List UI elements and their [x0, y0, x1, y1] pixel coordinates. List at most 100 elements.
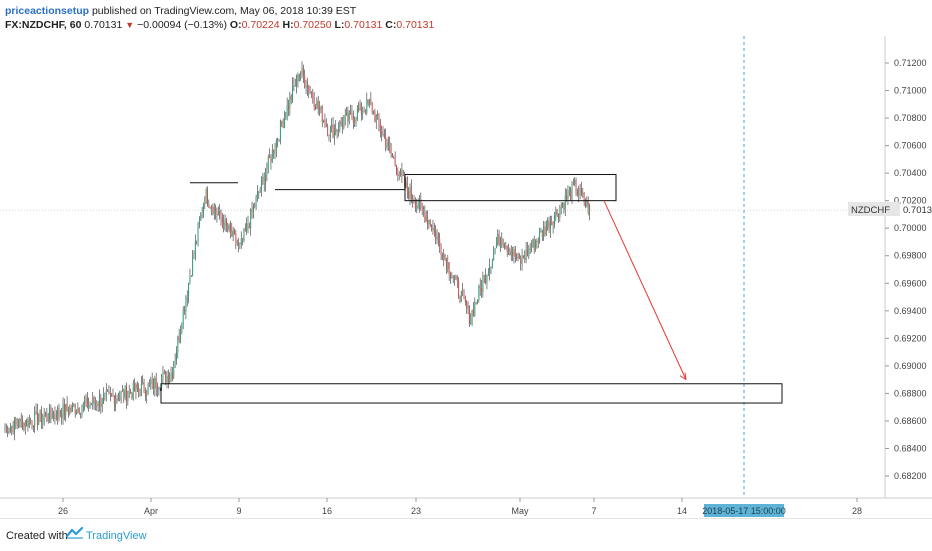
candle-body: [455, 276, 457, 278]
candle-body: [107, 391, 109, 393]
candle-body: [436, 236, 438, 240]
price-tick-label: 0.69800: [894, 251, 927, 261]
candle-body: [458, 280, 460, 296]
candle-body: [409, 187, 411, 199]
candle-body: [4, 427, 6, 429]
candle-body: [494, 248, 496, 253]
tradingview-logo-icon[interactable]: [66, 526, 84, 540]
candle-body: [479, 285, 481, 289]
candle-body: [200, 214, 202, 221]
candle-body: [367, 99, 369, 104]
candle-body: [231, 230, 233, 237]
candle-body: [8, 430, 10, 434]
candle-body: [510, 252, 512, 256]
candle-body: [531, 247, 532, 250]
candle-body: [36, 411, 38, 425]
candle-body: [26, 418, 28, 427]
candle-body: [468, 306, 470, 325]
time-tick-label: 26: [58, 506, 68, 516]
candle-body: [76, 411, 78, 414]
candle-body: [301, 67, 303, 73]
candle-body: [332, 124, 334, 138]
candle-body: [197, 224, 199, 242]
last-price-tag-symbol: NZDCHF: [851, 205, 890, 216]
candle-body: [391, 153, 393, 157]
candle-body: [393, 156, 395, 159]
candle-body: [143, 382, 145, 393]
candle-body: [269, 156, 271, 158]
candle-body: [13, 418, 15, 433]
candle-body: [124, 386, 126, 398]
candle-body: [513, 249, 515, 256]
candle-body: [23, 422, 25, 430]
candle-body: [351, 112, 353, 119]
candle-body: [194, 242, 196, 255]
candle-body: [556, 209, 558, 215]
candle-body: [416, 205, 418, 209]
candle-body: [32, 425, 34, 428]
candle-body: [78, 407, 80, 414]
candle-body: [63, 404, 65, 416]
candle-body: [58, 408, 60, 415]
candle-body: [300, 72, 302, 75]
candle-body: [103, 395, 105, 404]
candle-body: [165, 371, 167, 383]
candle-body: [520, 258, 522, 265]
candle-body: [54, 413, 56, 417]
candle-body: [189, 276, 191, 284]
candle-body: [181, 327, 183, 333]
price-tick-label: 0.68200: [894, 471, 927, 481]
candle-body: [352, 118, 354, 123]
candle-body: [288, 105, 289, 109]
candle-body: [379, 123, 381, 132]
author-link[interactable]: priceactionsetup: [5, 5, 90, 17]
candle-body: [555, 209, 557, 217]
time-axis[interactable]: 26 Apr 9 16 23 May 7 14 28: [58, 498, 862, 516]
candle-body: [335, 128, 337, 132]
candle-body: [111, 393, 113, 396]
candle-body: [516, 256, 518, 258]
candle-body: [35, 411, 37, 413]
candle-body: [151, 379, 153, 384]
candle-body: [57, 408, 59, 419]
candle-body: [34, 412, 36, 428]
candle-body: [396, 165, 397, 174]
candle-body: [211, 207, 213, 208]
candle-body: [262, 177, 264, 179]
candle-body: [182, 309, 184, 328]
candle-body: [19, 418, 21, 428]
plot-area[interactable]: [0, 36, 885, 498]
candle-body: [568, 190, 570, 194]
price-chart[interactable]: 0.71200 0.71000 0.70800 0.70600 0.70400 0.702…: [0, 0, 932, 520]
candle-body: [5, 426, 7, 428]
candle-body: [358, 109, 360, 111]
created-with-text: Created with: [6, 530, 68, 542]
candle-body: [207, 189, 208, 205]
candle-body: [11, 425, 13, 428]
candle-body: [344, 114, 346, 121]
candle-body: [532, 238, 534, 248]
candle-body: [223, 222, 225, 230]
candle-body: [166, 375, 168, 383]
candle-body: [447, 262, 449, 270]
candle-body: [533, 238, 535, 250]
candle-body: [171, 373, 173, 378]
candle-body: [553, 216, 555, 226]
close-label: C:: [385, 19, 397, 31]
candle-body: [402, 175, 404, 177]
tradingview-brand-link[interactable]: TradingView: [86, 530, 147, 542]
candle-body: [196, 241, 198, 243]
candle-body: [131, 393, 133, 399]
candle-body: [104, 393, 106, 396]
candle-body: [427, 216, 429, 224]
price-tick-label: 0.68600: [894, 416, 927, 426]
candle-body: [414, 203, 416, 209]
price-axis[interactable]: 0.71200 0.71000 0.70800 0.70600 0.70400 0.702…: [885, 58, 927, 481]
candle-body: [240, 238, 242, 244]
candle-body: [94, 403, 96, 404]
candle-body: [539, 231, 541, 243]
candle-body: [437, 236, 439, 239]
candle-body: [521, 255, 523, 265]
candle-body: [9, 427, 11, 431]
candle-body: [305, 86, 307, 88]
